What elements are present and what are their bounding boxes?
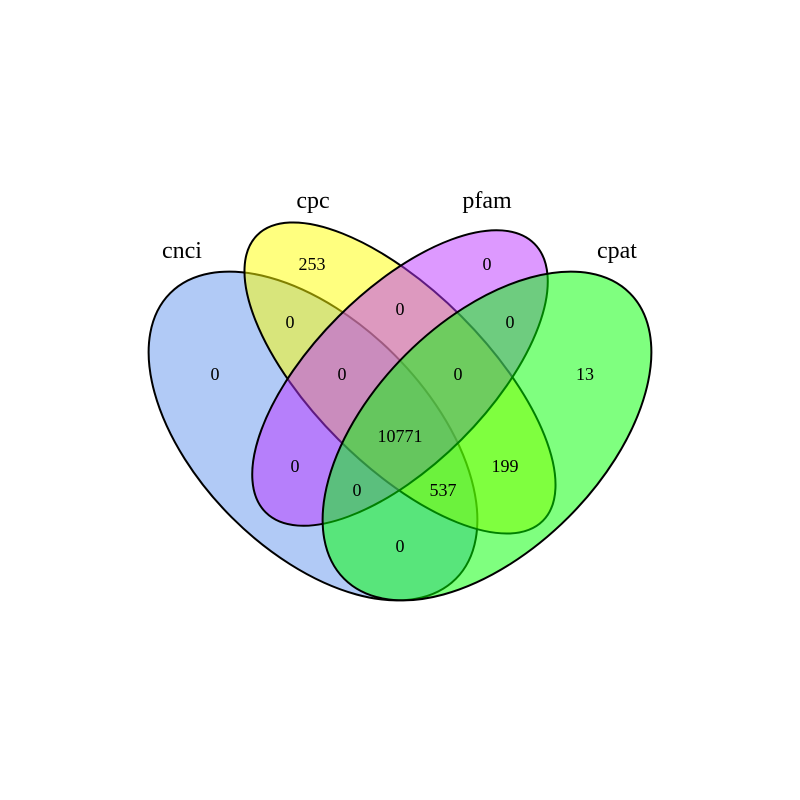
set-label-cnci: cnci: [162, 238, 202, 264]
region-count-cpc: 253: [299, 254, 326, 274]
region-count-cnci-cpat: 0: [396, 536, 405, 556]
region-count-pfam-cpat: 0: [506, 312, 515, 332]
region-count-cnci: 0: [211, 364, 220, 384]
region-count-cnci-cpc: 0: [286, 312, 295, 332]
region-count-cpat: 13: [576, 364, 594, 384]
set-labels: cnci cpc pfam cpat: [162, 188, 637, 264]
region-count-cnci-cpc-cpat: 537: [430, 480, 457, 500]
set-ellipse-cpat: [321, 270, 653, 602]
region-count-pfam: 0: [483, 254, 492, 274]
set-label-cpc: cpc: [296, 188, 329, 214]
set-label-pfam: pfam: [462, 188, 512, 214]
region-count-cpc-pfam-cpat: 0: [454, 364, 463, 384]
region-count-cnci-pfam-cpat: 0: [353, 480, 362, 500]
region-count-cnci-cpc-pfam: 0: [338, 364, 347, 384]
set-ellipses: [147, 221, 653, 602]
region-count-cnci-cpc-pfam-cpat: 10771: [378, 426, 423, 446]
region-count-cpc-pfam: 0: [396, 299, 405, 319]
region-count-cnci-pfam: 0: [291, 456, 300, 476]
region-counts: 0 253 0 13 0 0 0 0 199 0 0 0 0 537 10771: [211, 254, 595, 556]
set-label-cpat: cpat: [597, 238, 637, 264]
region-count-cpc-cpat: 199: [492, 456, 519, 476]
